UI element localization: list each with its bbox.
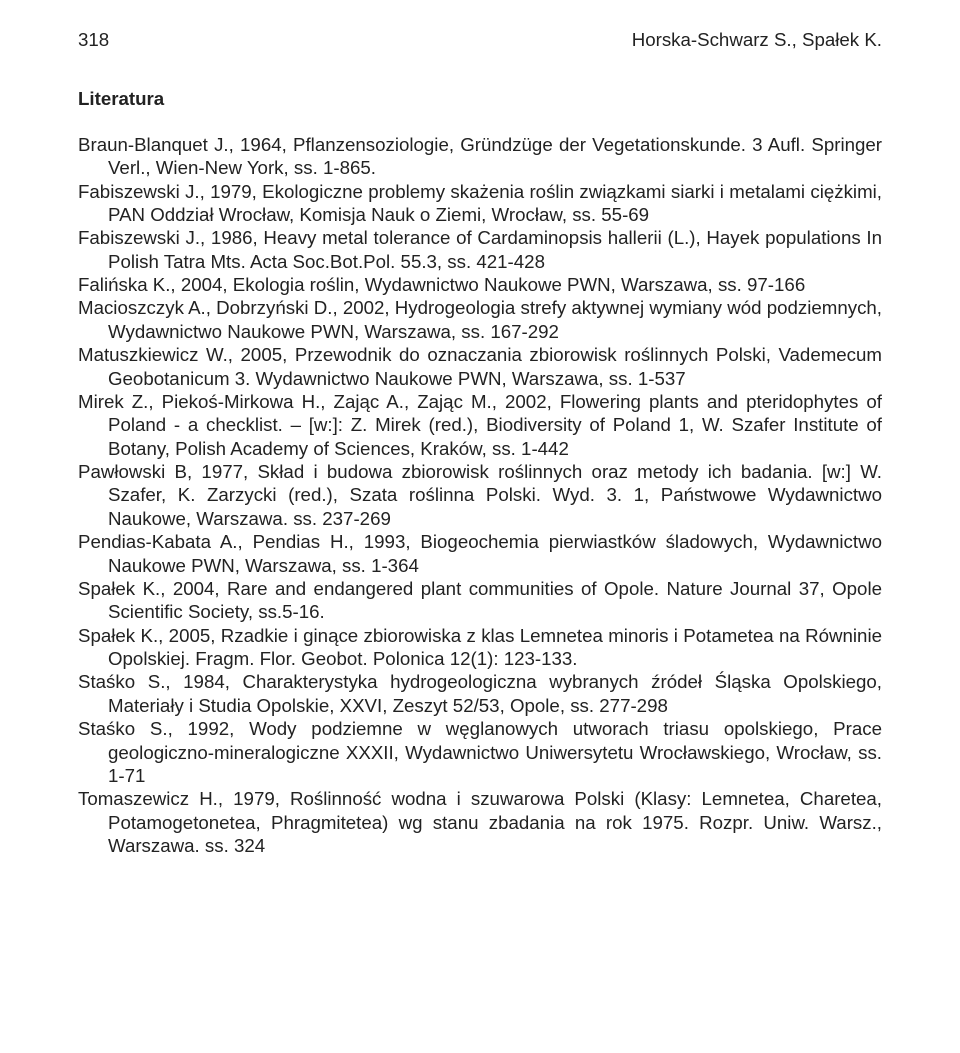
reference-item: Spałek K., 2004, Rare and endangered pla… bbox=[78, 577, 882, 624]
reference-item: Tomaszewicz H., 1979, Roślinność wodna i… bbox=[78, 787, 882, 857]
reference-item: Falińska K., 2004, Ekologia roślin, Wyda… bbox=[78, 273, 882, 296]
reference-item: Spałek K., 2005, Rzadkie i ginące zbioro… bbox=[78, 624, 882, 671]
reference-item: Matuszkiewicz W., 2005, Przewodnik do oz… bbox=[78, 343, 882, 390]
reference-item: Macioszczyk A., Dobrzyński D., 2002, Hyd… bbox=[78, 296, 882, 343]
page-container: 318 Horska-Schwarz S., Spałek K. Literat… bbox=[0, 0, 960, 1053]
running-header: 318 Horska-Schwarz S., Spałek K. bbox=[78, 28, 882, 51]
reference-item: Braun-Blanquet J., 1964, Pflanzensoziolo… bbox=[78, 133, 882, 180]
reference-item: Mirek Z., Piekoś-Mirkowa H., Zając A., Z… bbox=[78, 390, 882, 460]
reference-item: Pawłowski B, 1977, Skład i budowa zbioro… bbox=[78, 460, 882, 530]
references-block: Braun-Blanquet J., 1964, Pflanzensoziolo… bbox=[78, 133, 882, 858]
section-heading: Literatura bbox=[78, 87, 882, 110]
reference-item: Staśko S., 1984, Charakterystyka hydroge… bbox=[78, 670, 882, 717]
page-number: 318 bbox=[78, 28, 109, 51]
reference-item: Staśko S., 1992, Wody podziemne w węglan… bbox=[78, 717, 882, 787]
reference-item: Pendias-Kabata A., Pendias H., 1993, Bio… bbox=[78, 530, 882, 577]
reference-item: Fabiszewski J., 1979, Ekologiczne proble… bbox=[78, 180, 882, 227]
header-authors: Horska-Schwarz S., Spałek K. bbox=[632, 28, 882, 51]
reference-item: Fabiszewski J., 1986, Heavy metal tolera… bbox=[78, 226, 882, 273]
